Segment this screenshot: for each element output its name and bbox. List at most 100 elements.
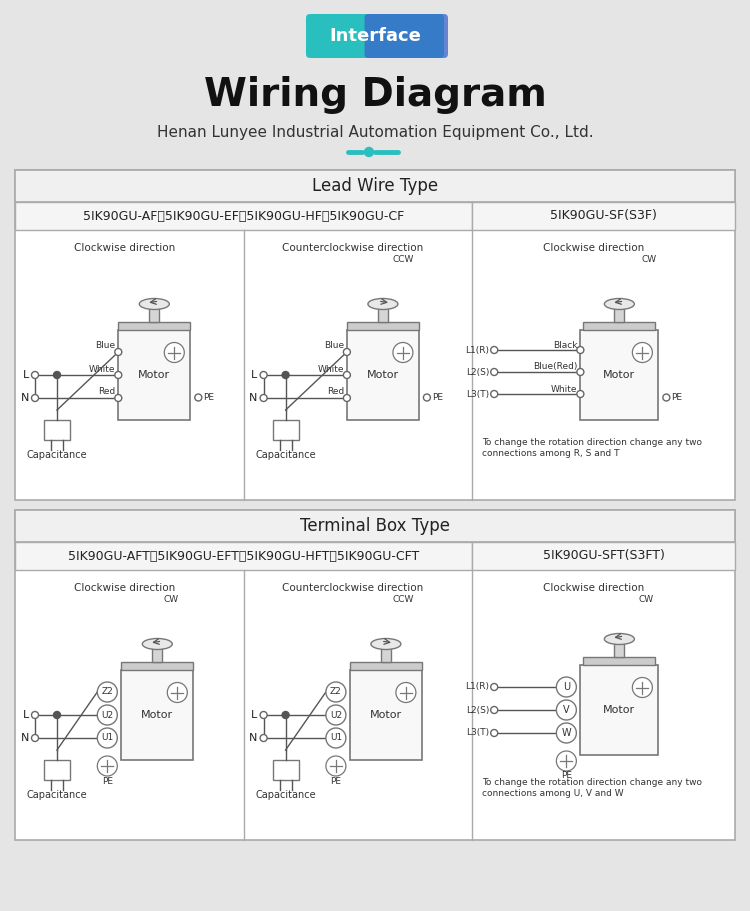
Bar	[152, 644, 162, 662]
Bar	[122, 662, 194, 670]
Circle shape	[577, 369, 584, 375]
Circle shape	[632, 678, 652, 698]
Ellipse shape	[368, 299, 398, 310]
Circle shape	[344, 349, 350, 355]
Bar	[584, 657, 656, 665]
Text: PE: PE	[203, 393, 214, 402]
Text: PE: PE	[432, 393, 443, 402]
Circle shape	[115, 372, 122, 378]
Text: Motor: Motor	[603, 370, 635, 380]
Text: Red: Red	[98, 387, 116, 396]
Text: Blue(Red): Blue(Red)	[533, 363, 578, 372]
Text: Motor: Motor	[367, 370, 399, 380]
Circle shape	[98, 682, 117, 702]
Circle shape	[32, 711, 38, 719]
Bar	[44, 420, 70, 440]
Circle shape	[282, 711, 289, 719]
Ellipse shape	[371, 639, 401, 650]
Text: Clockwise direction: Clockwise direction	[543, 243, 644, 253]
Bar	[580, 330, 658, 420]
Bar	[15, 202, 472, 230]
Ellipse shape	[604, 299, 634, 310]
Text: L1(R): L1(R)	[465, 345, 489, 354]
Circle shape	[396, 682, 416, 702]
Text: L3(T): L3(T)	[466, 729, 489, 738]
Text: CW: CW	[638, 596, 653, 605]
Circle shape	[260, 734, 267, 742]
Circle shape	[326, 682, 346, 702]
Circle shape	[98, 756, 117, 776]
Text: Lead Wire Type: Lead Wire Type	[312, 177, 438, 195]
Text: U2: U2	[330, 711, 342, 720]
Circle shape	[424, 394, 430, 401]
Circle shape	[260, 372, 267, 378]
Text: W: W	[562, 728, 572, 738]
Bar	[347, 322, 419, 330]
Text: Motor: Motor	[370, 710, 402, 720]
Circle shape	[490, 391, 498, 397]
Bar	[118, 330, 190, 420]
Circle shape	[260, 394, 267, 402]
Circle shape	[282, 372, 289, 378]
Circle shape	[490, 346, 498, 353]
Circle shape	[364, 148, 374, 157]
Ellipse shape	[604, 633, 634, 644]
Text: L2(S): L2(S)	[466, 705, 489, 714]
Text: Clockwise direction: Clockwise direction	[543, 583, 644, 593]
Text: Motor: Motor	[603, 705, 635, 715]
Circle shape	[115, 349, 122, 355]
Circle shape	[326, 705, 346, 725]
Text: U1: U1	[101, 733, 113, 742]
Text: L: L	[22, 710, 29, 720]
Text: L: L	[251, 710, 257, 720]
Circle shape	[53, 372, 61, 378]
Circle shape	[32, 372, 38, 378]
Bar	[149, 304, 159, 322]
Ellipse shape	[140, 299, 170, 310]
Text: PE: PE	[561, 772, 572, 781]
Bar	[614, 639, 624, 657]
Text: Capacitance: Capacitance	[27, 790, 87, 800]
Text: CCW: CCW	[392, 255, 413, 264]
Text: PE: PE	[331, 776, 341, 785]
Text: CW: CW	[641, 255, 656, 264]
FancyBboxPatch shape	[306, 14, 444, 58]
Bar	[472, 202, 735, 230]
Text: N: N	[21, 393, 29, 403]
Bar	[580, 665, 658, 755]
Text: Blue: Blue	[95, 342, 116, 351]
Text: Wiring Diagram: Wiring Diagram	[203, 76, 547, 114]
Circle shape	[632, 343, 652, 363]
Bar	[15, 510, 735, 542]
Circle shape	[556, 677, 576, 697]
Text: PE: PE	[102, 776, 112, 785]
Text: L: L	[251, 370, 257, 380]
Text: Red: Red	[327, 387, 344, 396]
Text: Capacitance: Capacitance	[27, 450, 87, 460]
Circle shape	[490, 707, 498, 713]
Text: 5IK90GU-AFT、5IK90GU-EFT、5IK90GU-HFT、5IK90GU-CFT: 5IK90GU-AFT、5IK90GU-EFT、5IK90GU-HFT、5IK9…	[68, 549, 419, 562]
Text: CCW: CCW	[392, 596, 413, 605]
Text: L3(T): L3(T)	[466, 390, 489, 398]
Text: Z2: Z2	[330, 688, 342, 697]
Circle shape	[32, 394, 38, 402]
Text: White: White	[550, 384, 578, 394]
Text: 5IK90GU-SFT(S3FT): 5IK90GU-SFT(S3FT)	[543, 549, 664, 562]
Circle shape	[260, 711, 267, 719]
Circle shape	[167, 682, 188, 702]
Circle shape	[556, 700, 576, 720]
Text: Black: Black	[553, 341, 578, 350]
Text: U2: U2	[101, 711, 113, 720]
Text: N: N	[249, 393, 257, 403]
Text: Henan Lunyee Industrial Automation Equipment Co., Ltd.: Henan Lunyee Industrial Automation Equip…	[157, 126, 593, 140]
Text: 5IK90GU-SF(S3F): 5IK90GU-SF(S3F)	[550, 210, 657, 222]
Circle shape	[98, 705, 117, 725]
Bar	[44, 760, 70, 780]
Bar	[350, 662, 422, 670]
Text: Motor: Motor	[141, 710, 173, 720]
Ellipse shape	[142, 639, 172, 650]
Text: Interface: Interface	[329, 27, 421, 45]
Circle shape	[490, 369, 498, 375]
Circle shape	[98, 728, 117, 748]
Circle shape	[577, 346, 584, 353]
